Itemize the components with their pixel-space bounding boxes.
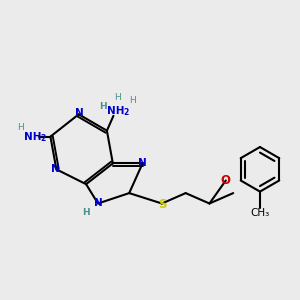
Text: N: N: [94, 199, 102, 208]
Text: NH: NH: [24, 132, 41, 142]
Text: N: N: [138, 158, 147, 168]
Text: H: H: [129, 97, 136, 106]
Text: O: O: [221, 174, 231, 187]
Text: CH₃: CH₃: [250, 208, 270, 218]
Text: H: H: [82, 208, 90, 217]
Text: H: H: [17, 123, 24, 132]
Text: NH: NH: [107, 106, 124, 116]
Text: 2: 2: [40, 134, 46, 142]
Text: N: N: [75, 108, 84, 118]
Text: N: N: [50, 164, 59, 174]
Text: H: H: [114, 94, 121, 103]
Text: S: S: [158, 199, 166, 212]
Text: 2: 2: [124, 108, 129, 117]
Text: H: H: [99, 102, 106, 111]
